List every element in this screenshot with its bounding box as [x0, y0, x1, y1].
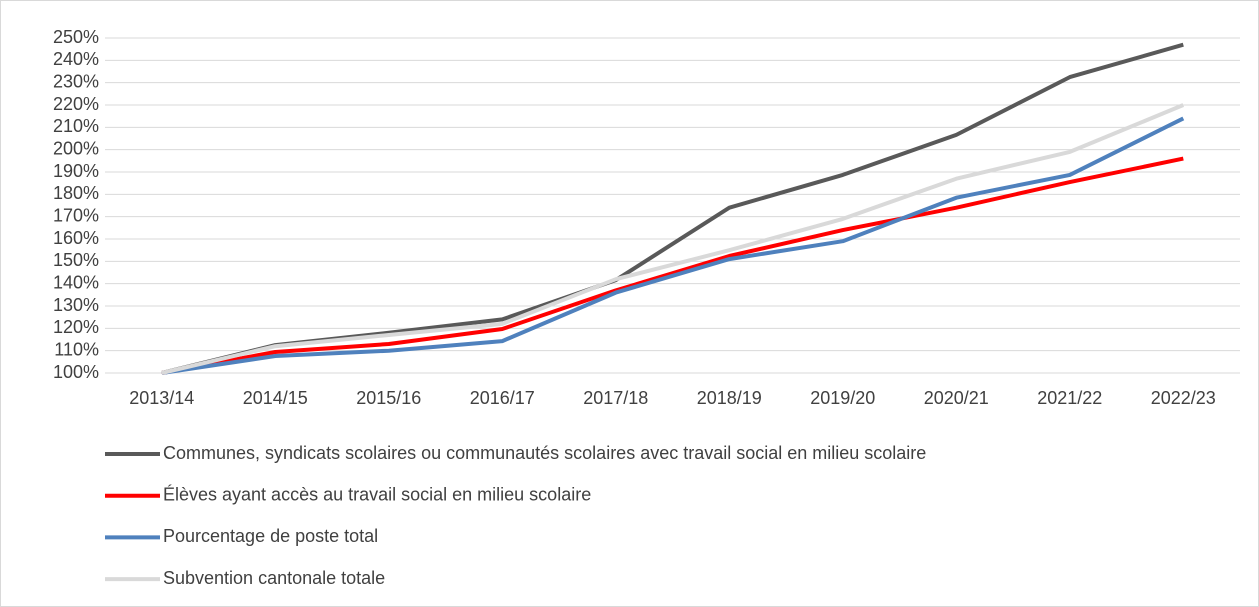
- y-tick-label: 140%: [53, 272, 99, 292]
- x-tick-label: 2020/21: [924, 388, 989, 408]
- legend-label: Pourcentage de poste total: [163, 526, 378, 546]
- x-tick-label: 2021/22: [1037, 388, 1102, 408]
- y-tick-label: 150%: [53, 250, 99, 270]
- x-tick-label: 2014/15: [243, 388, 308, 408]
- legend-label: Subvention cantonale totale: [163, 568, 385, 588]
- y-tick-label: 250%: [53, 27, 99, 47]
- y-tick-label: 210%: [53, 116, 99, 136]
- legend-label: Communes, syndicats scolaires ou communa…: [163, 443, 926, 463]
- series-line: [161, 116, 1185, 375]
- x-tick-label: 2016/17: [470, 388, 535, 408]
- y-tick-label: 170%: [53, 205, 99, 225]
- y-tick-label: 190%: [53, 161, 99, 181]
- y-tick-label: 200%: [53, 138, 99, 158]
- x-tick-label: 2017/18: [583, 388, 648, 408]
- x-tick-label: 2022/23: [1151, 388, 1216, 408]
- y-tick-label: 230%: [53, 71, 99, 91]
- y-tick-label: 120%: [53, 317, 99, 337]
- y-tick-label: 240%: [53, 49, 99, 69]
- y-tick-label: 100%: [53, 362, 99, 382]
- x-tick-label: 2018/19: [697, 388, 762, 408]
- legend-label: Élèves ayant accès au travail social en …: [163, 484, 591, 504]
- x-tick-label: 2013/14: [129, 388, 194, 408]
- x-tick-label: 2015/16: [356, 388, 421, 408]
- y-tick-label: 160%: [53, 228, 99, 248]
- y-tick-label: 130%: [53, 295, 99, 315]
- y-tick-label: 180%: [53, 183, 99, 203]
- y-tick-label: 220%: [53, 94, 99, 114]
- x-tick-label: 2019/20: [810, 388, 875, 408]
- series-line: [161, 103, 1185, 375]
- y-tick-label: 110%: [54, 339, 99, 359]
- series-line: [161, 156, 1184, 375]
